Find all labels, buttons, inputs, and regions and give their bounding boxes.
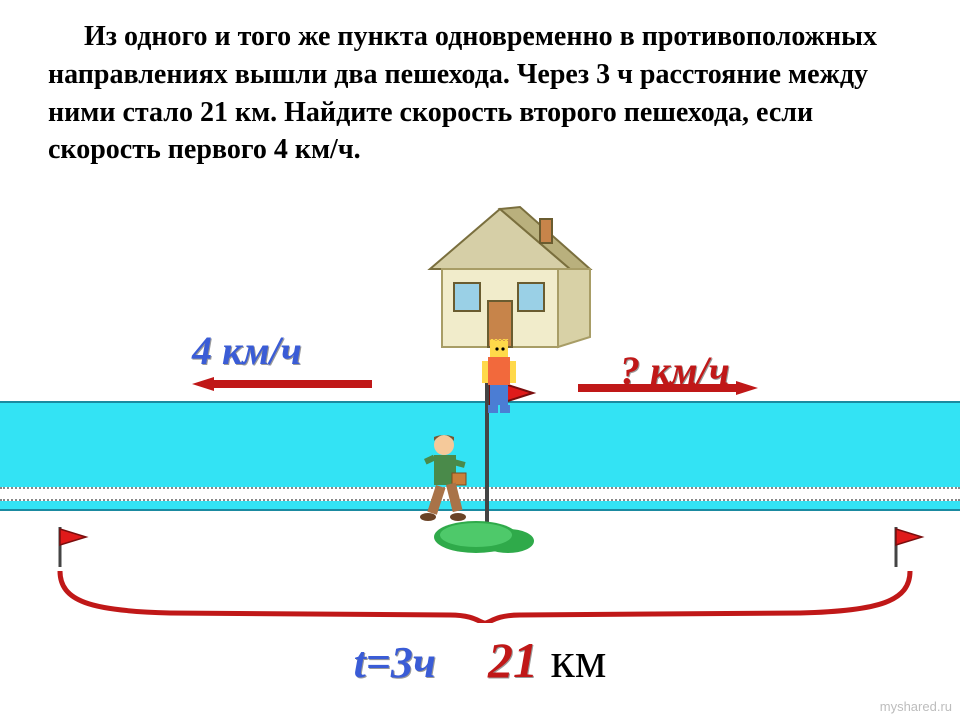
time-label: t=3ч <box>354 638 436 687</box>
person-walking-icon <box>410 433 480 529</box>
problem-text: Из одного и того же пункта одновременно … <box>0 0 960 169</box>
distance-value: 21 <box>488 632 538 688</box>
person-standing-icon <box>476 339 522 419</box>
distance-unit: км <box>538 632 606 688</box>
distance-bracket-icon <box>50 567 920 623</box>
house-icon <box>390 189 610 359</box>
diagram: 4 км/ч ? км/ч <box>0 169 960 689</box>
arrow-left-icon <box>192 377 372 391</box>
bottom-labels: t=3ч 21 км <box>0 631 960 689</box>
watermark: myshared.ru <box>880 699 952 714</box>
end-flag-right-icon <box>892 527 926 567</box>
island-icon <box>430 517 540 557</box>
end-flag-left-icon <box>56 527 90 567</box>
road-line <box>0 487 960 501</box>
speed-left-label: 4 км/ч <box>192 327 302 374</box>
arrow-right-icon <box>578 381 758 395</box>
